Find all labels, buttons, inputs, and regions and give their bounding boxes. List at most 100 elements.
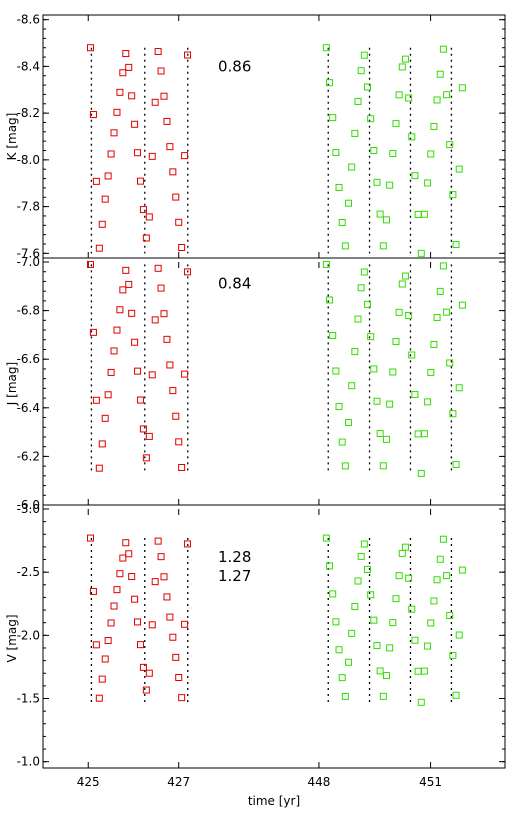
data-point-green [455, 384, 463, 392]
data-point-green [430, 597, 438, 605]
data-point-red [172, 412, 180, 420]
data-point-green [405, 312, 413, 320]
data-point-green [449, 651, 457, 659]
data-point-green [414, 210, 422, 218]
data-point-red [169, 168, 177, 176]
data-point-green [427, 619, 435, 627]
data-point-green [363, 565, 371, 573]
data-point-red [178, 244, 186, 252]
data-point-green [433, 576, 441, 584]
data-point-green [389, 150, 397, 158]
data-point-green [345, 418, 353, 426]
data-point-red [178, 694, 186, 702]
data-point-red [110, 347, 118, 355]
data-point-red [175, 218, 183, 226]
data-point-red [142, 234, 150, 242]
data-point-red [181, 152, 189, 160]
data-point-green [326, 79, 334, 87]
y-tick-label: -1.0 [17, 755, 40, 769]
data-point-red [157, 67, 165, 75]
data-point-green [401, 543, 409, 551]
data-point-green [420, 430, 428, 438]
data-point-red [139, 206, 147, 214]
data-point-red [154, 48, 162, 56]
data-point-red [122, 539, 130, 547]
y-axis-label: V [mag] [5, 614, 19, 662]
data-point-green [386, 181, 394, 189]
data-point-green [376, 667, 384, 675]
data-point-red [107, 150, 115, 158]
data-point-red [101, 414, 109, 422]
data-point-green [332, 149, 340, 157]
data-point-green [338, 218, 346, 226]
data-point-red [134, 618, 142, 626]
data-point-green [363, 300, 371, 308]
data-point-green [367, 333, 375, 341]
data-point-red [119, 554, 127, 562]
data-point-green [329, 114, 337, 122]
data-point-green [329, 331, 337, 339]
data-point-green [424, 642, 432, 650]
data-point-green [382, 435, 390, 443]
data-point-red [154, 537, 162, 545]
data-point-red [163, 335, 171, 343]
data-point-green [408, 605, 416, 613]
x-tick-label: 451 [419, 775, 442, 789]
data-point-green [436, 70, 444, 78]
data-point-green [335, 403, 343, 411]
data-point-red [157, 553, 165, 561]
data-point-red [136, 177, 144, 185]
y-tick-label: -8.4 [17, 59, 40, 73]
data-point-green [414, 667, 422, 675]
data-point-green [370, 365, 378, 373]
data-point-red [134, 149, 142, 157]
data-point-red [160, 573, 168, 581]
data-point-red [116, 570, 124, 578]
y-tick-label: -8.6 [17, 13, 40, 27]
data-point-green [322, 260, 330, 268]
y-tick-label: -8.0 [17, 153, 40, 167]
data-point-red [128, 572, 136, 580]
data-point-green [452, 241, 460, 249]
data-point-red [92, 396, 100, 404]
data-point-green [433, 96, 441, 104]
data-point-red [87, 260, 94, 268]
data-point-green [392, 338, 400, 346]
data-point-green [373, 642, 381, 650]
data-point-red [125, 63, 133, 71]
data-point-red [148, 621, 156, 629]
data-point-green [405, 94, 413, 102]
y-tick-label: -6.0 [17, 498, 40, 512]
data-point-red [87, 44, 94, 52]
data-point-red [131, 595, 139, 603]
data-point-green [458, 301, 466, 309]
data-point-green [322, 44, 330, 52]
data-point-green [436, 555, 444, 563]
data-point-red [116, 88, 124, 96]
data-point-red [104, 391, 112, 399]
data-point-green [420, 667, 428, 675]
amplitude-annotation: 0.86 [218, 58, 251, 76]
data-point-green [439, 535, 447, 543]
y-tick-label: -1.5 [17, 692, 40, 706]
data-point-red [119, 286, 127, 294]
data-point-red [95, 464, 103, 472]
data-point-green [348, 629, 356, 637]
data-point-red [113, 326, 121, 334]
x-tick-label: 425 [77, 775, 100, 789]
data-point-green [351, 348, 359, 356]
data-point-green [414, 430, 422, 438]
data-point-green [449, 191, 457, 199]
data-point-red [157, 284, 165, 292]
data-point-red [122, 266, 130, 274]
data-point-red [169, 633, 177, 641]
data-point-green [427, 150, 435, 158]
data-point-green [357, 552, 365, 560]
data-point-green [408, 133, 416, 141]
data-point-red [139, 663, 147, 671]
data-point-red [110, 129, 118, 137]
data-point-red [160, 310, 168, 318]
data-point-green [382, 672, 390, 680]
data-point-red [104, 172, 112, 180]
